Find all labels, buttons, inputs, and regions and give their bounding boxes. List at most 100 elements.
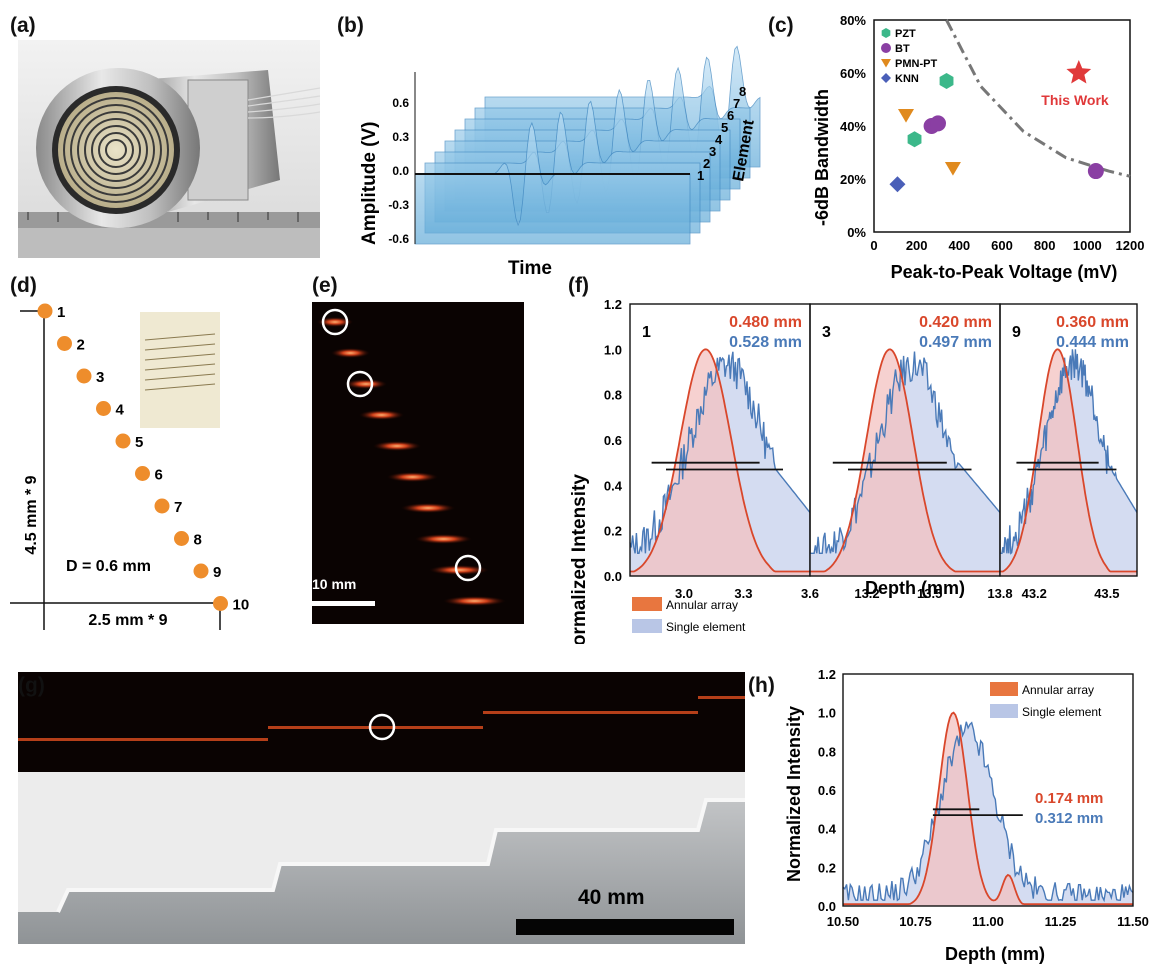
f3-single-line (810, 351, 1001, 554)
f9-blue-width: 0.444 mm (1056, 334, 1129, 351)
f-legend-annular: Annular array (666, 598, 738, 612)
d-diameter-label: D = 0.6 mm (66, 558, 151, 575)
f-ytick-3: 0.6 (604, 433, 622, 448)
c-legend-label-3: KNN (895, 73, 919, 85)
b-ylabel: Amplitude (V) (359, 122, 380, 246)
d-element-point-1 (37, 303, 53, 319)
h-ytick-4: 0.8 (818, 744, 836, 759)
d-element-label-1: 1 (57, 304, 65, 321)
d-horizontal-label: 2.5 mm * 9 (88, 612, 167, 629)
c-point-thiswork-0 (1066, 60, 1092, 84)
c-point-bt-1 (930, 115, 946, 132)
f3-xtick-0: 13.2 (854, 586, 879, 601)
d-element-label-6: 6 (155, 467, 163, 484)
f3-blue-width: 0.497 mm (919, 334, 992, 351)
b-element-tick-6: 6 (727, 108, 734, 123)
c-trend-line (945, 19, 1131, 178)
h-legend-annular: Annular array (1022, 683, 1094, 697)
f9-id-label: 9 (1012, 324, 1021, 341)
f-ytick-0: 0.0 (604, 569, 622, 584)
b-ytick-1: 0.3 (392, 130, 409, 144)
c-xtick-5: 1000 (1073, 238, 1102, 253)
intensity-profile-chart-h: 0.0 0.2 0.4 0.6 0.8 1.0 1.2 10.50 10.75 11.00 11.… (784, 667, 1149, 964)
d-element-point-5 (115, 433, 131, 449)
f-xlabel: Depth (mm) (865, 578, 965, 598)
c-ytick-3: 60% (840, 66, 866, 81)
c-annotation: This Work (1041, 92, 1109, 108)
g-scalebar-label: 40 mm (578, 886, 645, 909)
c-legend-label-1: BT (895, 43, 910, 55)
c-point-knn-0 (889, 176, 906, 193)
h-annular-line (843, 711, 1133, 905)
c-legend-label-0: PZT (895, 28, 916, 40)
b-element-tick-5: 5 (721, 120, 728, 135)
b-element-tick-7: 7 (733, 96, 740, 111)
c-xlabel: Peak-to-Peak Voltage (mV) (891, 262, 1118, 282)
h-blue-width: 0.312 mm (1035, 810, 1103, 827)
h-xtick-1: 10.75 (899, 914, 932, 929)
d-element-label-10: 10 (233, 597, 250, 614)
d-vertical-label: 4.5 mm * 9 (23, 475, 40, 554)
f1-xtick-0: 3.0 (675, 586, 693, 601)
bmode-image-e: 10 mm (312, 302, 524, 624)
c-point-pzt-1 (939, 72, 954, 89)
panel-label-f: (f) (568, 274, 589, 297)
c-legend-marker-2 (881, 59, 891, 68)
c-point-pzt-0 (907, 131, 922, 148)
panel-label-b: (b) (337, 14, 364, 37)
b-ytick-4: -0.6 (388, 232, 409, 246)
h-legend-swatch-single (990, 704, 1018, 718)
e-focal-spot-4 (359, 410, 404, 420)
d-element-point-8 (174, 531, 189, 546)
h-ytick-2: 0.4 (818, 822, 837, 837)
h-xtick-2: 11.00 (972, 914, 1004, 929)
d-element-label-9: 9 (213, 564, 221, 581)
f-legend-swatch-single (632, 619, 662, 633)
d-inset-photo (140, 312, 220, 428)
e-focal-spot-9 (429, 565, 489, 575)
panel-label-g: (g) (18, 674, 45, 697)
f3-red-width: 0.420 mm (919, 314, 992, 331)
panel-label-c: (c) (768, 14, 794, 37)
b-element-tick-4: 4 (715, 132, 723, 147)
e-focal-spot-6 (387, 472, 438, 482)
d-element-point-4 (96, 401, 111, 416)
c-xtick-4: 800 (1034, 238, 1056, 253)
e-focal-spot-1 (317, 317, 353, 327)
c-ytick-4: 80% (840, 13, 866, 28)
c-xtick-6: 1200 (1116, 238, 1145, 253)
b-element-tick-8: 8 (739, 84, 746, 99)
bmode-image-g (18, 672, 745, 772)
f3-annular-line (810, 348, 1000, 573)
f1-xtick-2: 3.6 (801, 586, 819, 601)
h-ytick-5: 1.0 (818, 706, 836, 721)
h-ytick-3: 0.6 (818, 783, 836, 798)
d-element-label-4: 4 (116, 402, 125, 419)
panel-label-d: (d) (10, 274, 37, 297)
f1-id-label: 1 (642, 324, 651, 341)
e-focal-spot-10 (443, 596, 506, 606)
transducer-photo (18, 40, 320, 258)
f9-annular-line (1000, 348, 1137, 573)
e-focal-spot-3 (345, 379, 387, 389)
e-focal-spot-5 (373, 441, 421, 451)
f1-xtick-1: 3.3 (734, 586, 752, 601)
c-xtick-2: 400 (948, 238, 970, 253)
h-legend-single: Single element (1022, 705, 1102, 719)
b-element-tick-1: 1 (697, 168, 704, 183)
d-element-point-7 (154, 498, 170, 514)
d-element-label-5: 5 (135, 434, 143, 451)
d-element-point-9 (193, 563, 209, 579)
b-ytick-0: 0.6 (392, 96, 409, 110)
f-legend-swatch-annular (632, 597, 662, 611)
d-element-point-3 (76, 368, 92, 384)
h-xtick-4: 11.50 (1117, 914, 1149, 929)
b-ytick-3: -0.3 (388, 198, 409, 212)
d-element-point-6 (135, 466, 150, 481)
d-element-label-7: 7 (174, 499, 182, 516)
intensity-profile-chart-f: 1 0.480 mm 0.528 mm 3.0 3.3 3.6 3 0.420 mm 0.497… (569, 297, 1138, 644)
f9-xtick-0: 43.2 (1022, 586, 1047, 601)
c-ytick-0: 0% (847, 225, 866, 240)
panel-label-a: (a) (10, 14, 36, 37)
